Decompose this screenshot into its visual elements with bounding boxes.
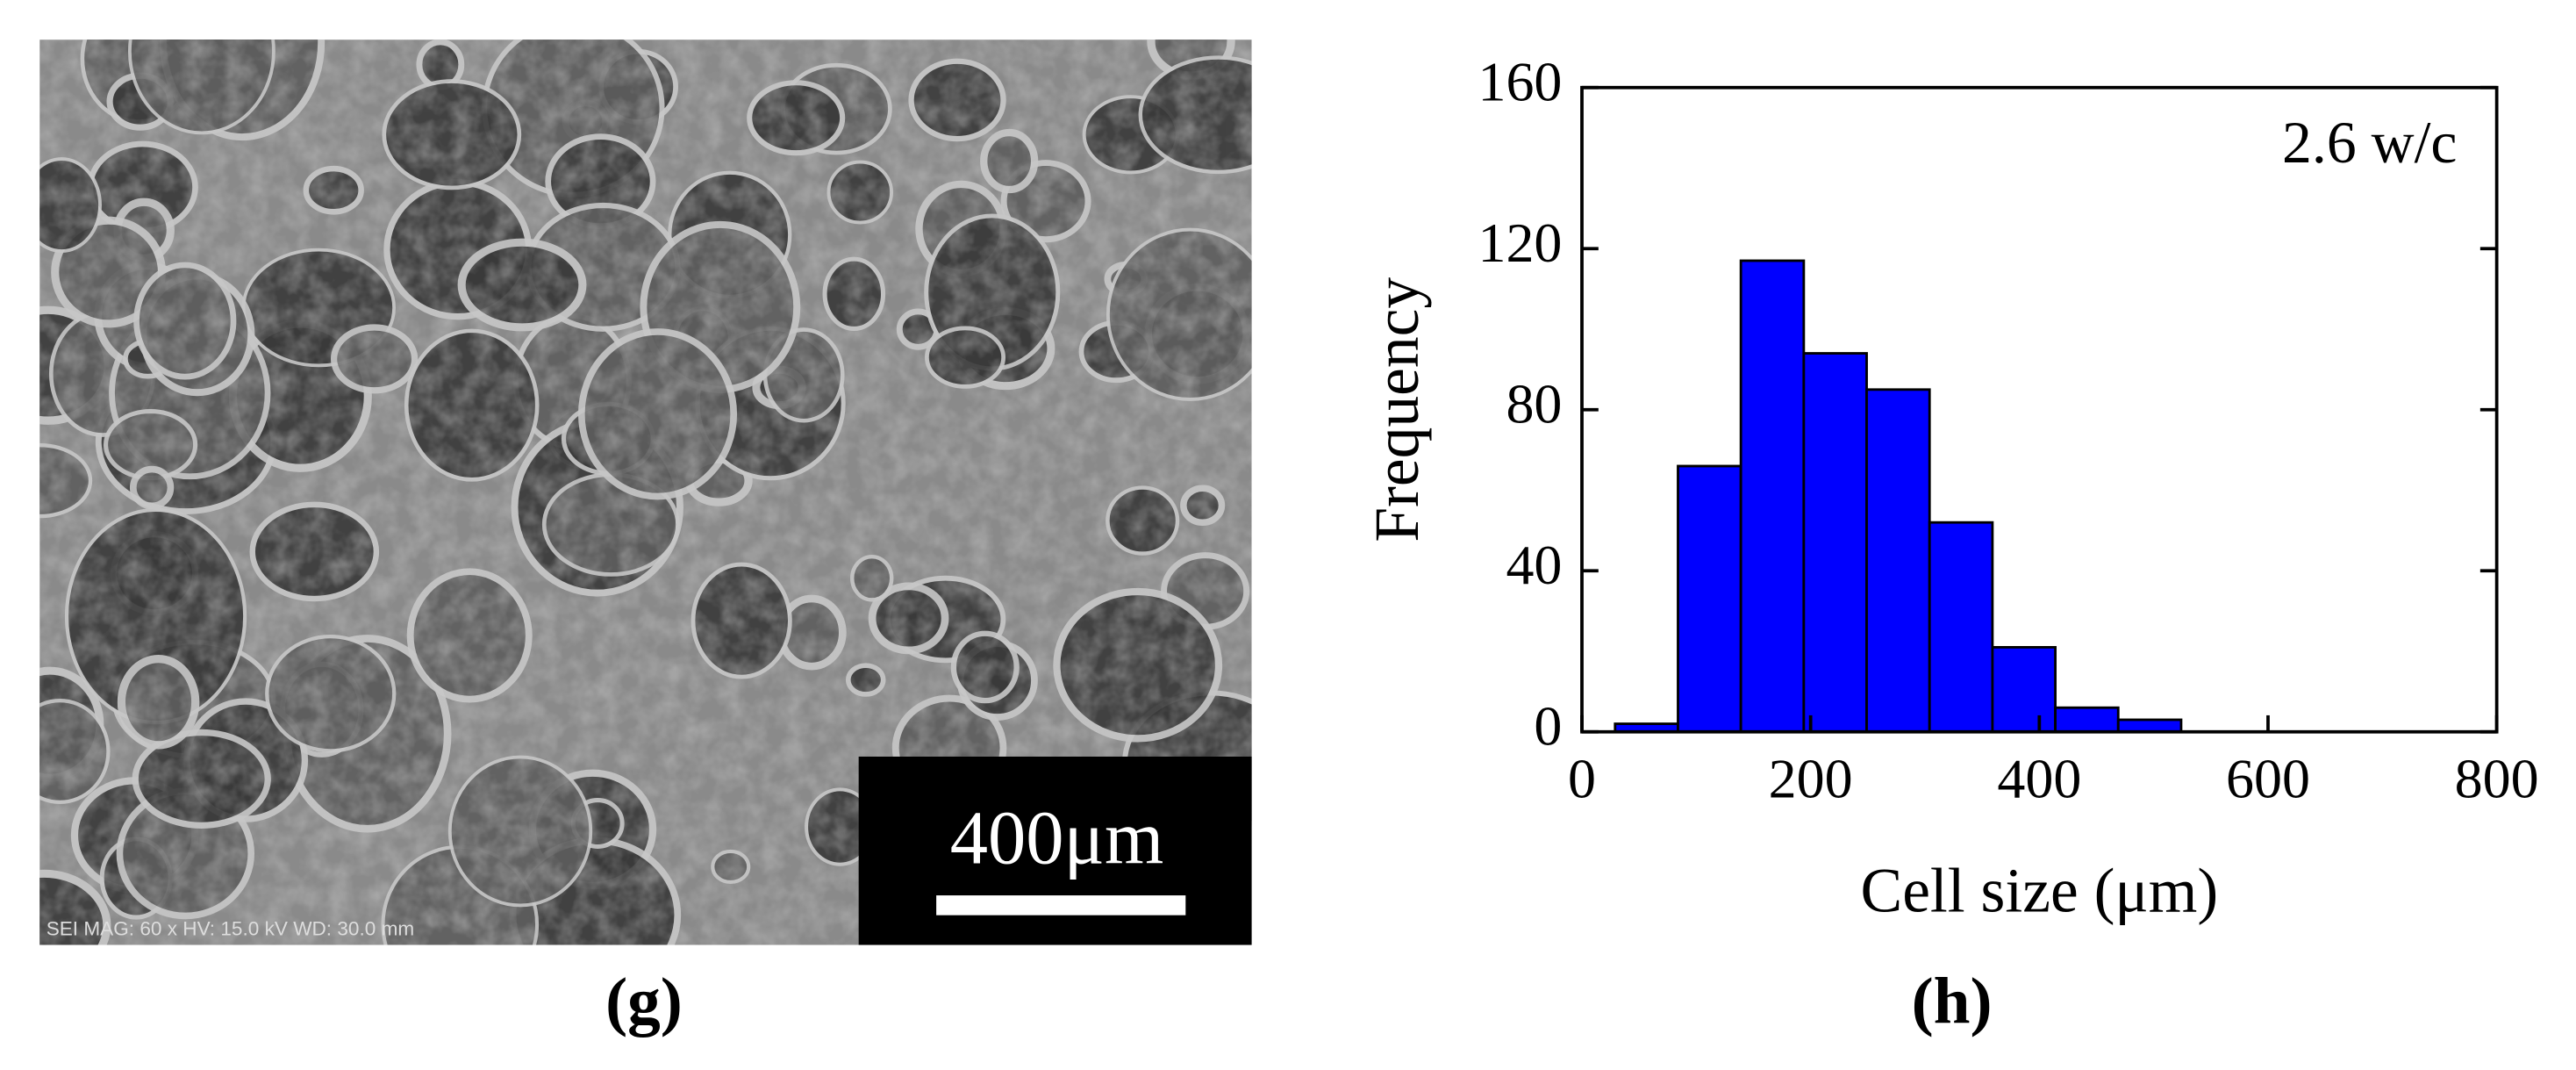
bar (2116, 718, 2183, 734)
bar (1991, 645, 2057, 734)
scale-bar (936, 895, 1186, 916)
bar (1802, 352, 1868, 734)
x-tick-label: 200 (1769, 748, 1853, 810)
x-axis-title: Cell size (μm) (1861, 856, 2219, 925)
y-tick-label: 120 (1478, 212, 1562, 274)
bar (2054, 706, 2120, 734)
y-tick-label: 40 (1506, 534, 1562, 596)
y-tick-label: 80 (1506, 372, 1562, 434)
bar (1677, 464, 1742, 734)
x-tick-label: 0 (1568, 748, 1596, 810)
x-tick-label: 400 (1997, 748, 2081, 810)
histogram-chart: 2.6 w/c Cell size (μm) Frequency 0 40 80 12… (1363, 50, 2538, 925)
bar (1739, 259, 1806, 734)
scale-label: 400μm (950, 795, 1164, 880)
caption: (h) (1912, 965, 1993, 1038)
annotation: 2.6 w/c (2282, 110, 2457, 176)
x-tick-label: 800 (2455, 748, 2539, 810)
sem-info: SEI MAG: 60 x HV: 15.0 kV WD: 30.0 mm (47, 918, 415, 940)
bar (1928, 521, 1994, 734)
y-axis-title: Frequency (1363, 277, 1432, 542)
caption: (g) (605, 965, 683, 1038)
y-tick-label: 160 (1478, 50, 1562, 112)
y-tick-label: 0 (1534, 694, 1562, 757)
bar (1865, 388, 1931, 734)
x-tick-label: 600 (2226, 748, 2310, 810)
